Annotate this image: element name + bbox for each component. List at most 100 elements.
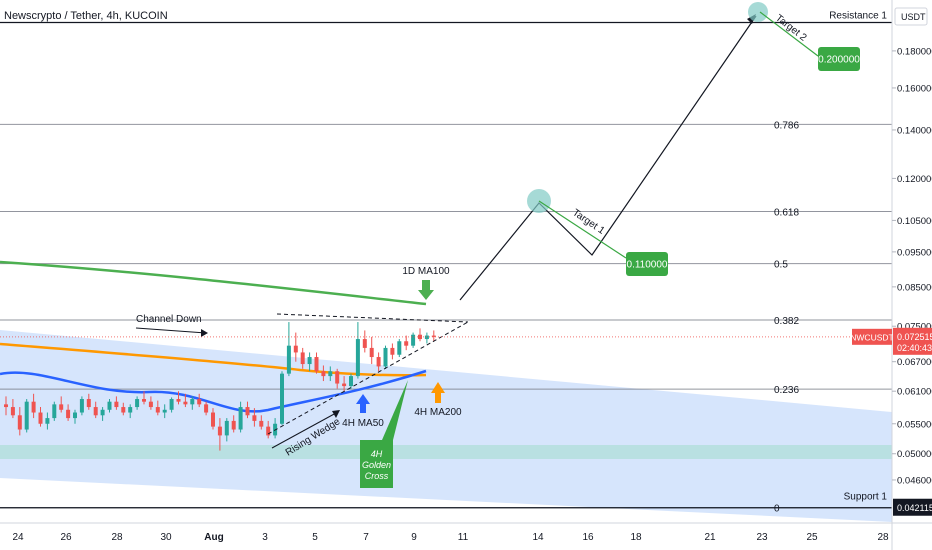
target-2-label: Target 2 bbox=[773, 13, 809, 44]
x-tick-label: 14 bbox=[532, 532, 544, 543]
fib-label: 0 bbox=[774, 504, 780, 515]
target-2-value-text: 0.200000 bbox=[818, 55, 860, 66]
candle-body bbox=[238, 407, 243, 430]
y-tick-label: 0.046000 bbox=[897, 475, 932, 486]
candle-body bbox=[86, 399, 91, 408]
x-tick-label: 18 bbox=[630, 532, 642, 543]
symbol-tag: NWCUSDT bbox=[850, 332, 893, 342]
candle-body bbox=[411, 334, 416, 346]
candle-body bbox=[79, 399, 84, 413]
candle-body bbox=[169, 399, 174, 410]
rising-wedge-arrowhead bbox=[332, 410, 340, 418]
candle-body bbox=[128, 407, 133, 413]
ma-4h200-line bbox=[0, 342, 427, 377]
candle-body bbox=[52, 404, 57, 419]
candle-body bbox=[176, 399, 181, 402]
wedge-lower-line bbox=[267, 321, 469, 435]
candle-body bbox=[431, 335, 436, 337]
candle-body bbox=[217, 426, 222, 436]
candle-body bbox=[397, 341, 402, 355]
x-tick-label: 21 bbox=[704, 532, 716, 543]
candle-body bbox=[66, 409, 71, 419]
fib-label: 0.382 bbox=[774, 316, 799, 327]
candle-body bbox=[266, 426, 271, 436]
candle-body bbox=[349, 376, 353, 387]
x-tick-label: Aug bbox=[204, 532, 223, 543]
target-1-value-box bbox=[626, 252, 668, 276]
candle-body bbox=[224, 420, 229, 436]
candle-body bbox=[404, 341, 409, 346]
candle-body bbox=[45, 418, 50, 424]
golden-cross-box bbox=[360, 440, 393, 488]
channel-down-fill bbox=[0, 330, 892, 522]
x-tick-label: 5 bbox=[312, 532, 318, 543]
candle-body bbox=[107, 401, 112, 410]
x-tick-label: 9 bbox=[411, 532, 417, 543]
support-zone bbox=[0, 445, 892, 459]
ma-1d100-arrow bbox=[418, 280, 434, 300]
wedge-upper-line bbox=[276, 313, 469, 323]
golden-cross-text: Cross bbox=[365, 471, 389, 481]
x-tick-label: 25 bbox=[806, 532, 818, 543]
target-2-circle bbox=[748, 2, 768, 22]
fib-label: 0.786 bbox=[774, 120, 799, 131]
candle-body bbox=[148, 401, 153, 408]
target-2-value-box bbox=[818, 47, 860, 71]
ma-4h50-arrow bbox=[356, 394, 370, 413]
golden-cross-pointer bbox=[382, 380, 408, 440]
candle-body bbox=[376, 357, 381, 367]
candle-body bbox=[197, 399, 202, 405]
x-tick-label: 3 bbox=[262, 532, 268, 543]
x-tick-label: 24 bbox=[12, 532, 24, 543]
candle-body bbox=[162, 409, 167, 413]
ma-4h200-label: 4H MA200 bbox=[414, 407, 462, 418]
candle-body bbox=[307, 357, 312, 365]
ma-4h50-label: 4H MA50 bbox=[342, 418, 384, 429]
candle-body bbox=[321, 371, 326, 377]
support-label: Support 1 bbox=[844, 492, 888, 503]
currency-label: USDT bbox=[901, 12, 926, 22]
candle-body bbox=[10, 407, 15, 416]
fib-label: 0.5 bbox=[774, 260, 788, 271]
channel-down-arrow bbox=[135, 327, 207, 334]
candle-body bbox=[390, 347, 395, 355]
candle-body bbox=[135, 399, 140, 408]
x-tick-label: 11 bbox=[458, 532, 469, 543]
candle-body bbox=[252, 415, 257, 421]
candle-body bbox=[424, 335, 429, 340]
channel-down-label: Channel Down bbox=[136, 314, 202, 325]
candle-body bbox=[17, 415, 22, 430]
target-1-value-text: 0.110000 bbox=[627, 260, 668, 271]
fib-label: 0.618 bbox=[774, 208, 799, 219]
candle-body bbox=[383, 347, 388, 367]
channel-down-arrowhead bbox=[201, 329, 208, 337]
candle-body bbox=[93, 407, 98, 416]
candle-body bbox=[286, 345, 291, 374]
symbol-tag-box bbox=[852, 328, 892, 345]
ma-4h200-arrow bbox=[431, 382, 445, 403]
candle-body bbox=[362, 339, 367, 348]
golden-cross-text: Golden bbox=[362, 460, 391, 470]
candle-body bbox=[190, 399, 195, 405]
support-tag-value: 0.042115 bbox=[897, 503, 932, 513]
x-tick-label: 16 bbox=[582, 532, 594, 543]
rising-wedge-arrow bbox=[271, 412, 337, 449]
candle-body bbox=[328, 371, 333, 377]
candle-body bbox=[38, 412, 43, 424]
candle-body bbox=[204, 404, 209, 413]
candle-body bbox=[231, 420, 236, 430]
candle-body bbox=[4, 404, 8, 408]
candle-body bbox=[300, 352, 305, 365]
candle-body bbox=[31, 401, 36, 413]
candle-body bbox=[293, 345, 298, 353]
